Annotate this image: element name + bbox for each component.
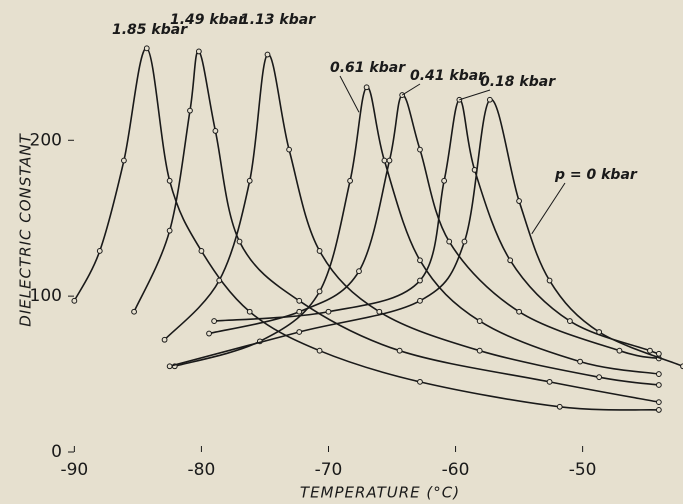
leader <box>339 75 360 113</box>
curve <box>73 47 659 411</box>
data-point <box>286 146 292 153</box>
y-axis-label: DIELECTRIC CONSTANT <box>17 132 35 326</box>
x-tick-label: -80 <box>188 460 216 480</box>
y-tick-label: 100 <box>30 286 62 306</box>
curve <box>163 53 659 386</box>
data-point <box>325 308 332 315</box>
data-point <box>461 238 468 245</box>
data-point <box>316 347 323 354</box>
y-tick-label: 0 <box>51 442 62 462</box>
data-point <box>446 238 453 245</box>
data-point <box>655 399 662 406</box>
data-point <box>516 308 522 315</box>
data-point <box>216 277 223 284</box>
data-point <box>143 45 150 52</box>
data-point <box>417 297 423 304</box>
series-label: p = 0 kbar <box>554 167 638 183</box>
data-point <box>441 177 448 184</box>
data-point <box>417 378 423 385</box>
data-point <box>386 157 393 164</box>
y-tick-label: 200 <box>30 130 62 150</box>
data-point <box>316 248 323 254</box>
data-point <box>417 277 423 284</box>
series-label: 1.13 kbar <box>240 12 316 28</box>
data-point <box>507 257 514 264</box>
x-tick-label: -60 <box>442 460 470 480</box>
data-point <box>616 347 623 354</box>
x-axis-label: TEMPERATURE (°C) <box>300 484 460 502</box>
x-tick-label: -90 <box>60 460 88 480</box>
series-label: 0.61 kbar <box>330 60 406 76</box>
curve <box>208 94 660 360</box>
data-point <box>187 107 193 114</box>
curve <box>174 86 659 375</box>
data-point <box>246 177 253 184</box>
data-point <box>347 177 353 184</box>
data-point <box>212 128 219 134</box>
data-point <box>417 257 423 264</box>
data-point <box>655 407 662 413</box>
data-point <box>121 157 127 164</box>
data-point <box>166 363 173 370</box>
data-point <box>546 378 553 385</box>
data-point <box>647 347 653 354</box>
data-point <box>556 403 563 410</box>
data-point <box>596 329 603 335</box>
curve <box>133 50 660 403</box>
data-point <box>246 308 253 315</box>
x-tick-label: -70 <box>315 460 343 480</box>
data-point <box>161 336 168 343</box>
data-point <box>486 96 493 103</box>
data-point <box>96 248 103 254</box>
data-point <box>236 238 243 245</box>
data-point <box>198 248 205 254</box>
data-point <box>567 318 573 324</box>
data-point <box>363 84 370 91</box>
series-label: 0.41 kbar <box>410 68 486 84</box>
data-point <box>376 308 383 315</box>
curve <box>214 98 661 355</box>
data-point <box>476 347 483 354</box>
data-point <box>516 198 522 204</box>
data-point <box>655 371 662 377</box>
data-point <box>417 146 423 153</box>
data-point <box>296 308 303 315</box>
series-label: 0.18 kbar <box>480 74 556 90</box>
series-label: 1.49 kbar <box>170 12 246 28</box>
data-point <box>195 48 202 55</box>
series-label: 1.85 kbar <box>112 22 188 38</box>
data-point <box>131 308 137 315</box>
data-point <box>316 288 323 295</box>
data-point <box>381 157 388 164</box>
leader <box>459 89 491 101</box>
data-point <box>577 358 583 365</box>
data-point <box>546 277 553 284</box>
data-point <box>356 268 362 275</box>
data-point <box>166 177 173 184</box>
data-point <box>396 347 403 354</box>
data-point <box>264 51 271 58</box>
leader <box>531 182 566 235</box>
data-point <box>206 330 212 337</box>
data-point <box>476 318 483 324</box>
leader <box>401 83 421 96</box>
curve <box>169 98 683 368</box>
data-point <box>71 297 78 304</box>
data-point <box>655 350 662 357</box>
data-point <box>655 382 662 388</box>
data-point <box>296 329 303 335</box>
data-point <box>211 318 218 324</box>
data-point <box>296 297 303 304</box>
x-tick-label: -50 <box>569 460 597 480</box>
data-point <box>166 227 173 234</box>
data-point <box>596 374 603 381</box>
